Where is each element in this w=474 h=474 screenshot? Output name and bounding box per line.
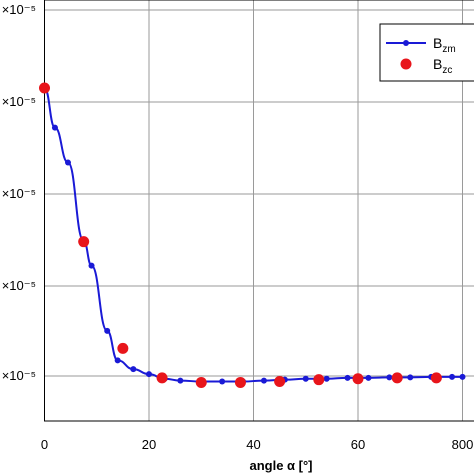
series-bzm-point <box>114 357 121 364</box>
series-layer <box>39 82 466 388</box>
series-bzm-point <box>65 159 72 166</box>
x-tick-label: 20 <box>142 437 156 452</box>
y-tick-label: ×10⁻⁵ <box>2 278 36 293</box>
series-bzm-point <box>459 373 466 380</box>
series-bzc-point <box>39 82 50 94</box>
series-bzc-point <box>274 376 286 388</box>
legend-bzc-marker <box>400 58 412 70</box>
series-bzm-point <box>344 374 351 381</box>
series-bzc-point <box>156 372 168 384</box>
legend-bzm-marker <box>403 40 409 46</box>
y-tick-label: ×10⁻⁵ <box>2 368 36 383</box>
y-tick-label: ×10⁻⁵ <box>2 2 36 17</box>
series-bzm-point <box>323 375 330 382</box>
series-bzm-point <box>177 377 184 384</box>
y-tick-label: ×10⁻⁵ <box>2 94 36 109</box>
series-bzc-point <box>430 372 442 384</box>
x-tick-label: 800 <box>452 437 474 452</box>
y-tick-labels: ×10⁻⁵×10⁻⁵×10⁻⁵×10⁻⁵×10⁻⁵0 <box>2 0 36 383</box>
series-bzc-point <box>313 374 325 386</box>
series-bzc-point <box>117 342 129 354</box>
series-bzm-point <box>104 327 111 334</box>
legend-bzc-label: Bzc <box>433 56 452 76</box>
legend-bzc-sub: zc <box>442 65 452 76</box>
series-bzm-point <box>449 373 456 380</box>
series-bzm-point <box>146 371 152 378</box>
series-bzc-point <box>352 373 364 385</box>
legend-bzc-main: B <box>433 56 442 72</box>
series-bzm-point <box>365 374 372 381</box>
x-tick-label: 40 <box>246 437 260 452</box>
legend-bzm-label: Bzm <box>433 35 456 55</box>
x-tick-label: 0 <box>41 437 48 452</box>
series-bzm-point <box>88 262 95 269</box>
series-bzm-point <box>386 374 393 381</box>
series-bzm-point <box>260 377 267 384</box>
series-bzm-point <box>302 375 309 382</box>
legend-bzm-sub: zm <box>442 44 455 55</box>
series-bzc-point <box>195 376 207 388</box>
x-tick-labels: 0 20 40 60 800 <box>41 437 473 452</box>
series-bzm-point <box>219 378 226 385</box>
series-bzm-point <box>51 124 58 131</box>
legend: Bzm Bzc <box>379 23 474 82</box>
x-axis-label: angle α [°] <box>249 458 312 473</box>
series-bzc-point <box>234 376 246 388</box>
x-tick-label: 60 <box>351 437 365 452</box>
series-bzc-point <box>78 236 90 248</box>
legend-bzm-main: B <box>433 35 442 51</box>
plot-frame <box>44 0 474 422</box>
legend-box <box>379 23 474 82</box>
y-tick-label: 0 <box>29 0 36 3</box>
series-bzm-point <box>130 366 137 373</box>
series-bzm-point <box>407 374 414 381</box>
series-bzc-point <box>391 372 403 384</box>
y-tick-label: ×10⁻⁵ <box>2 186 36 201</box>
